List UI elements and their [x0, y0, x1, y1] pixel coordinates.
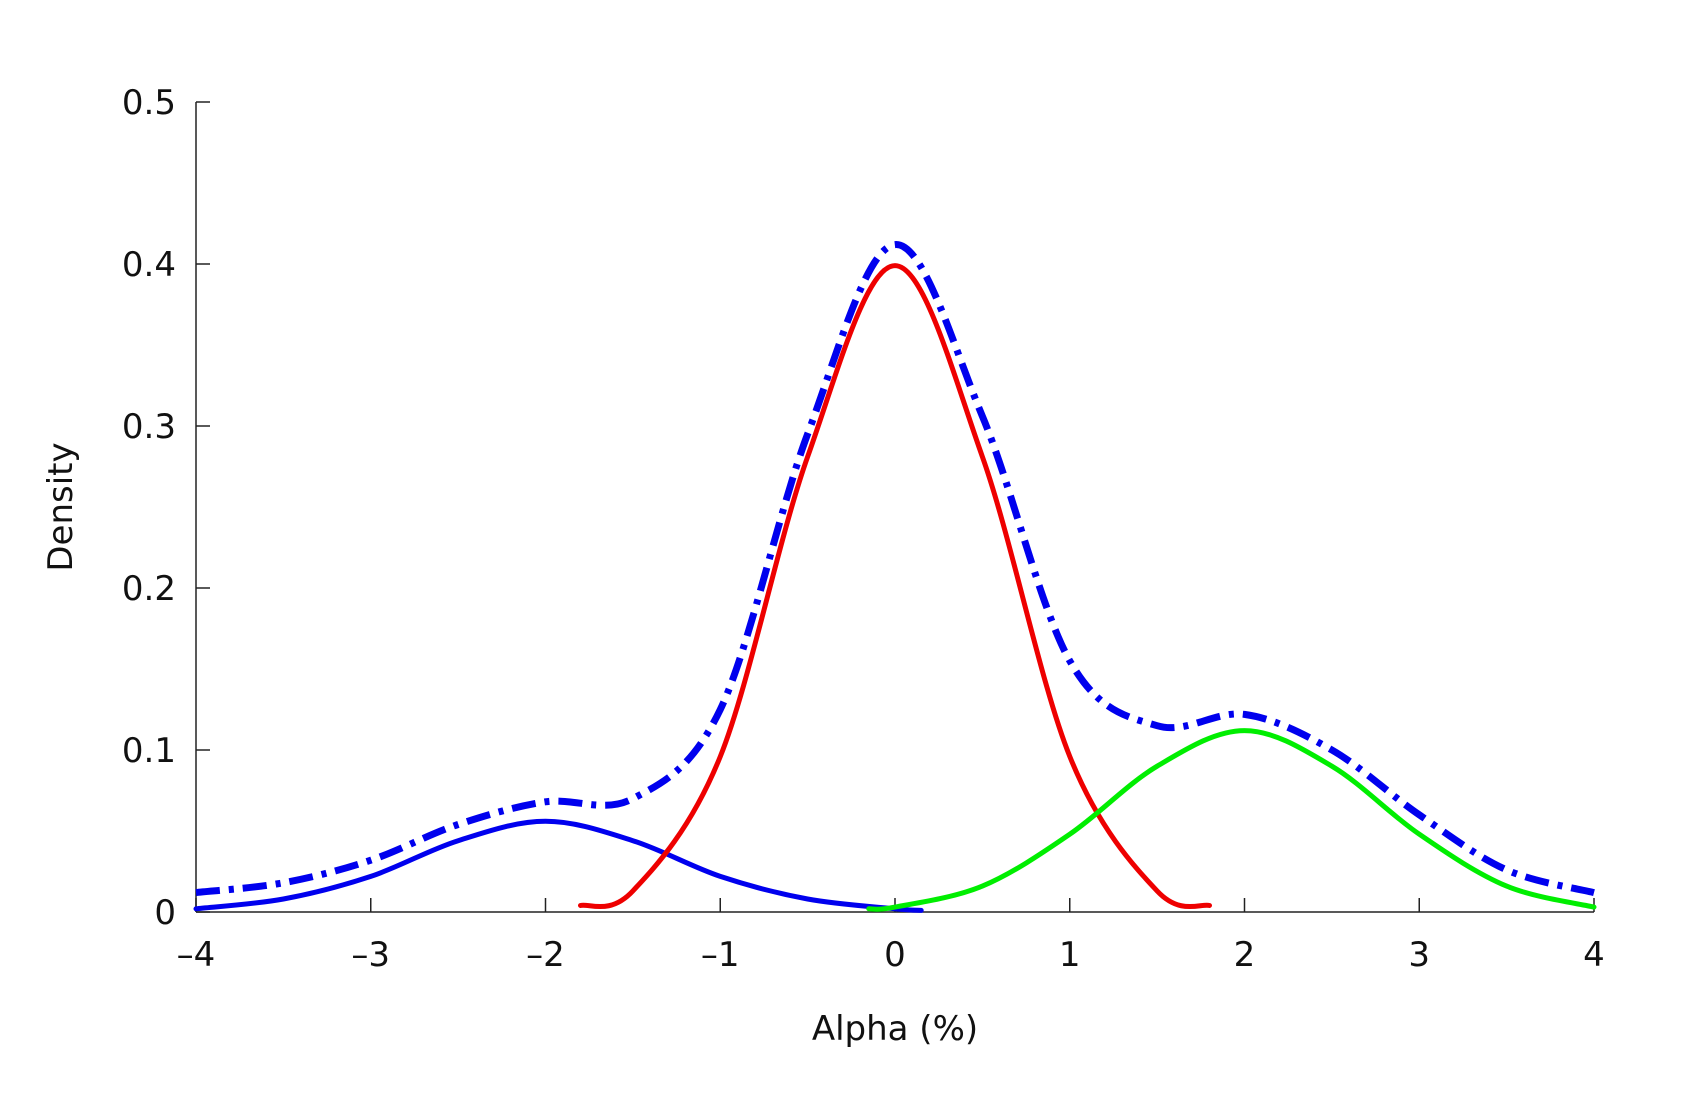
series-line-4 — [195, 241, 1595, 897]
axes — [195, 101, 1595, 913]
x-tick-label: –3 — [351, 935, 390, 975]
series-line-3 — [866, 728, 1597, 912]
x-axis-title: Alpha (%) — [812, 1009, 978, 1049]
y-tick-label: 0.2 — [122, 569, 176, 609]
y-tick-label: 0.3 — [122, 407, 176, 447]
y-tick-label: 0 — [154, 893, 176, 933]
x-tick-label: 4 — [1583, 935, 1605, 975]
series-layer — [193, 241, 1597, 913]
x-tick-label: –1 — [701, 935, 740, 975]
y-tick-label: 0.1 — [122, 731, 176, 771]
y-axis-title: Density — [41, 442, 81, 571]
x-tick-label: 2 — [1234, 935, 1256, 975]
x-tick-label: 1 — [1059, 935, 1081, 975]
x-tick-label: –2 — [526, 935, 565, 975]
x-tick-label: –4 — [177, 935, 216, 975]
y-tick-label: 0.5 — [122, 83, 176, 123]
x-tick-label: 3 — [1408, 935, 1430, 975]
labels: Alpha (%) Density –4 –3 –2 –1 0 1 2 3 4 0 0.1 0.2 0.… — [41, 83, 1605, 1049]
series-line-1 — [193, 818, 924, 913]
y-tick-label: 0.4 — [122, 245, 176, 285]
series-line-2 — [578, 263, 1212, 910]
x-tick-label: 0 — [884, 935, 906, 975]
